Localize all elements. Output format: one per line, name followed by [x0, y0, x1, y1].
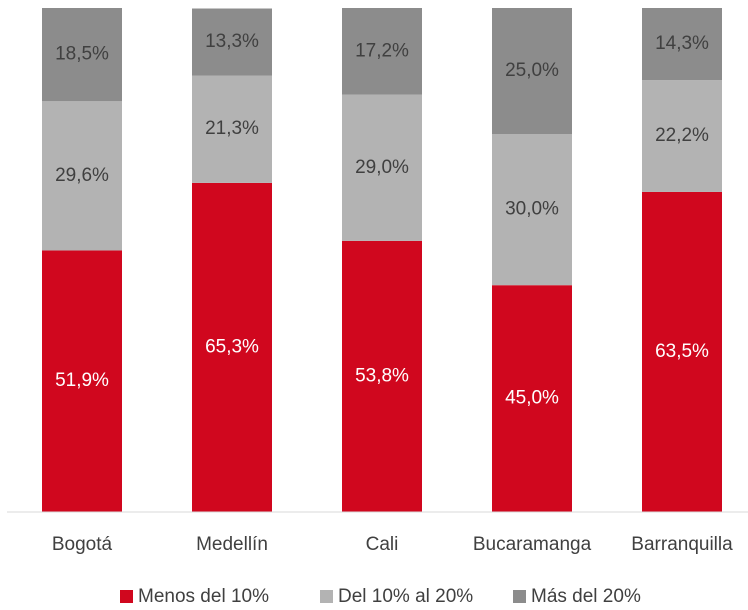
legend-swatch	[513, 590, 526, 603]
bar-segment	[642, 80, 722, 192]
x-tick-label: Cali	[366, 534, 399, 555]
data-label: 22,2%	[655, 125, 709, 146]
bar-segment	[492, 8, 572, 134]
data-label: 14,3%	[655, 33, 709, 54]
bar-segment	[492, 285, 572, 512]
data-label: 29,0%	[355, 157, 409, 178]
bar-segment	[192, 8, 272, 76]
bar-segment	[642, 8, 722, 81]
bar-segment	[42, 250, 122, 512]
data-label: 51,9%	[55, 370, 109, 391]
bar-segment	[192, 75, 272, 183]
bar-segment	[42, 101, 122, 251]
data-label: 17,2%	[355, 40, 409, 61]
legend-swatch	[320, 590, 333, 603]
data-label: 18,5%	[55, 44, 109, 65]
bar-segment	[342, 8, 422, 95]
data-label: 29,6%	[55, 165, 109, 186]
bar-segment	[42, 8, 122, 102]
data-label: 65,3%	[205, 336, 259, 357]
legend-label: Más del 20%	[531, 586, 641, 607]
legend-label: Del 10% al 20%	[338, 586, 473, 607]
x-tick-label: Barranquilla	[631, 534, 733, 555]
data-label: 13,3%	[205, 31, 259, 52]
data-label: 30,0%	[505, 199, 559, 220]
x-tick-label: Bogotá	[52, 534, 113, 555]
bar-segment	[342, 240, 422, 512]
data-label: 53,8%	[355, 365, 409, 386]
x-tick-label: Medellín	[196, 534, 268, 555]
data-label: 25,0%	[505, 60, 559, 81]
bar-segment	[642, 191, 722, 512]
legend-label: Menos del 10%	[138, 586, 269, 607]
bar-segment	[492, 134, 572, 286]
data-label: 63,5%	[655, 341, 709, 362]
legend-swatch	[120, 590, 133, 603]
bar-segment	[342, 94, 422, 241]
data-label: 21,3%	[205, 118, 259, 139]
x-tick-label: Bucaramanga	[473, 534, 592, 555]
data-label: 45,0%	[505, 388, 559, 409]
bar-segment	[192, 182, 272, 512]
